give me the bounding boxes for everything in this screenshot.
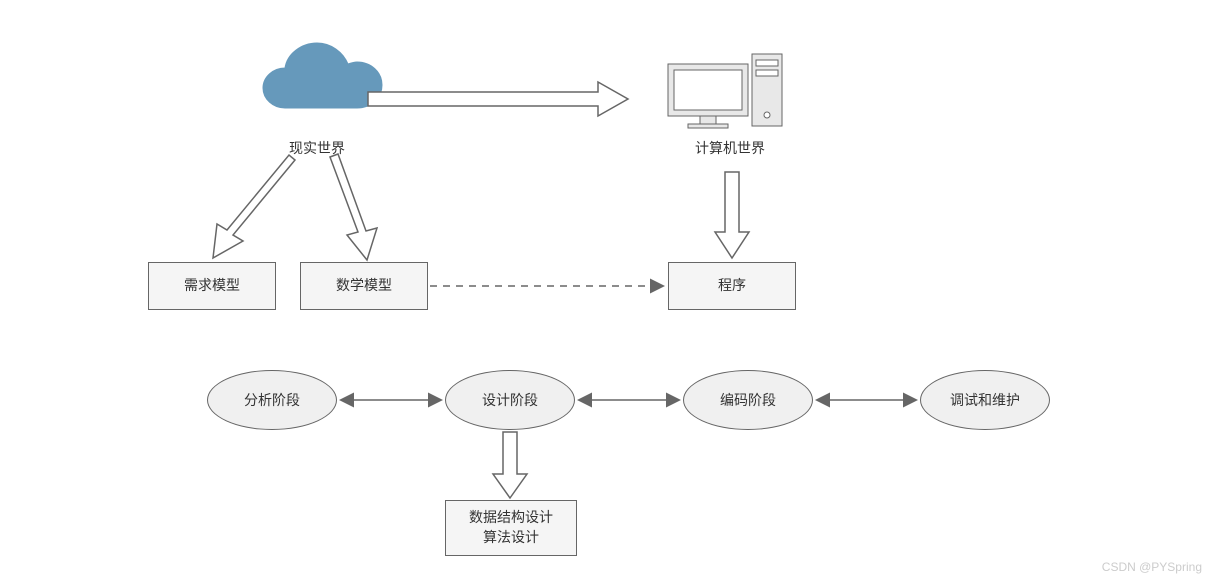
node-math-model-label: 数学模型 <box>336 276 392 296</box>
node-program-label: 程序 <box>718 276 746 296</box>
node-analysis: 分析阶段 <box>207 370 337 430</box>
node-analysis-label: 分析阶段 <box>244 390 300 410</box>
watermark: CSDN @PYSpring <box>1102 560 1202 574</box>
diagram-canvas: 现实世界 计算机世界 需求模型 数学模型 程序 数据结构设计 算法设计 分析阶段… <box>0 0 1212 580</box>
node-design-label: 设计阶段 <box>482 390 538 410</box>
node-demand-model: 需求模型 <box>148 262 276 310</box>
cloud-label: 现实世界 <box>277 138 357 158</box>
arrow-cloud-demand <box>213 155 295 258</box>
node-math-model: 数学模型 <box>300 262 428 310</box>
node-design: 设计阶段 <box>445 370 575 430</box>
node-coding: 编码阶段 <box>683 370 813 430</box>
node-coding-label: 编码阶段 <box>720 390 776 410</box>
computer-label: 计算机世界 <box>685 138 775 158</box>
cloud-icon <box>263 43 382 108</box>
arrow-design-dataalgo <box>493 432 527 498</box>
node-debug: 调试和维护 <box>920 370 1050 430</box>
node-demand-model-label: 需求模型 <box>184 276 240 296</box>
node-program: 程序 <box>668 262 796 310</box>
node-debug-label: 调试和维护 <box>950 390 1020 410</box>
node-data-algo-label: 数据结构设计 算法设计 <box>469 508 553 547</box>
node-data-algo: 数据结构设计 算法设计 <box>445 500 577 556</box>
computer-icon <box>668 54 782 128</box>
arrow-cloud-computer <box>368 82 628 116</box>
arrow-computer-program <box>715 172 749 258</box>
arrow-cloud-math <box>330 154 377 260</box>
